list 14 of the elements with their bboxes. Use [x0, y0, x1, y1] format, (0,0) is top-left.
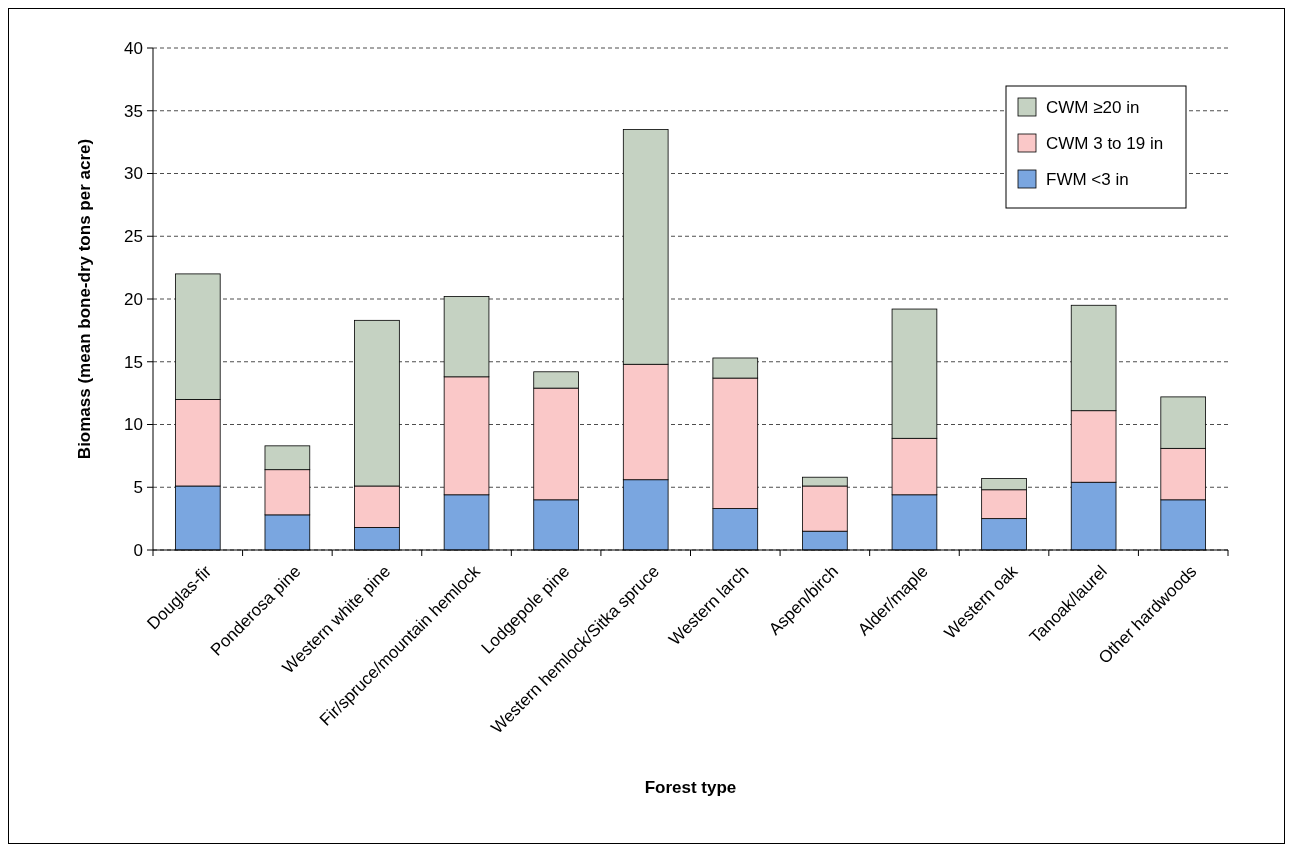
- legend-label: FWM <3 in: [1046, 169, 1129, 189]
- y-tick-label: 15: [124, 352, 143, 372]
- y-tick-label: 0: [133, 540, 143, 560]
- y-tick-label: 5: [133, 478, 143, 498]
- y-tick-label: 20: [124, 289, 143, 309]
- y-tick-label: 30: [124, 164, 143, 184]
- y-tick-label: 10: [124, 415, 143, 435]
- y-tick-label: 40: [124, 38, 143, 58]
- y-tick-label: 25: [124, 227, 143, 247]
- legend-label: CWM 3 to 19 in: [1046, 133, 1164, 153]
- legend-label: CWM ≥20 in: [1046, 97, 1140, 117]
- y-tick-label: 35: [124, 101, 143, 121]
- x-axis-title: Forest type: [644, 778, 737, 797]
- y-axis-title: Biomass (mean bone-dry tons per acre): [75, 138, 94, 460]
